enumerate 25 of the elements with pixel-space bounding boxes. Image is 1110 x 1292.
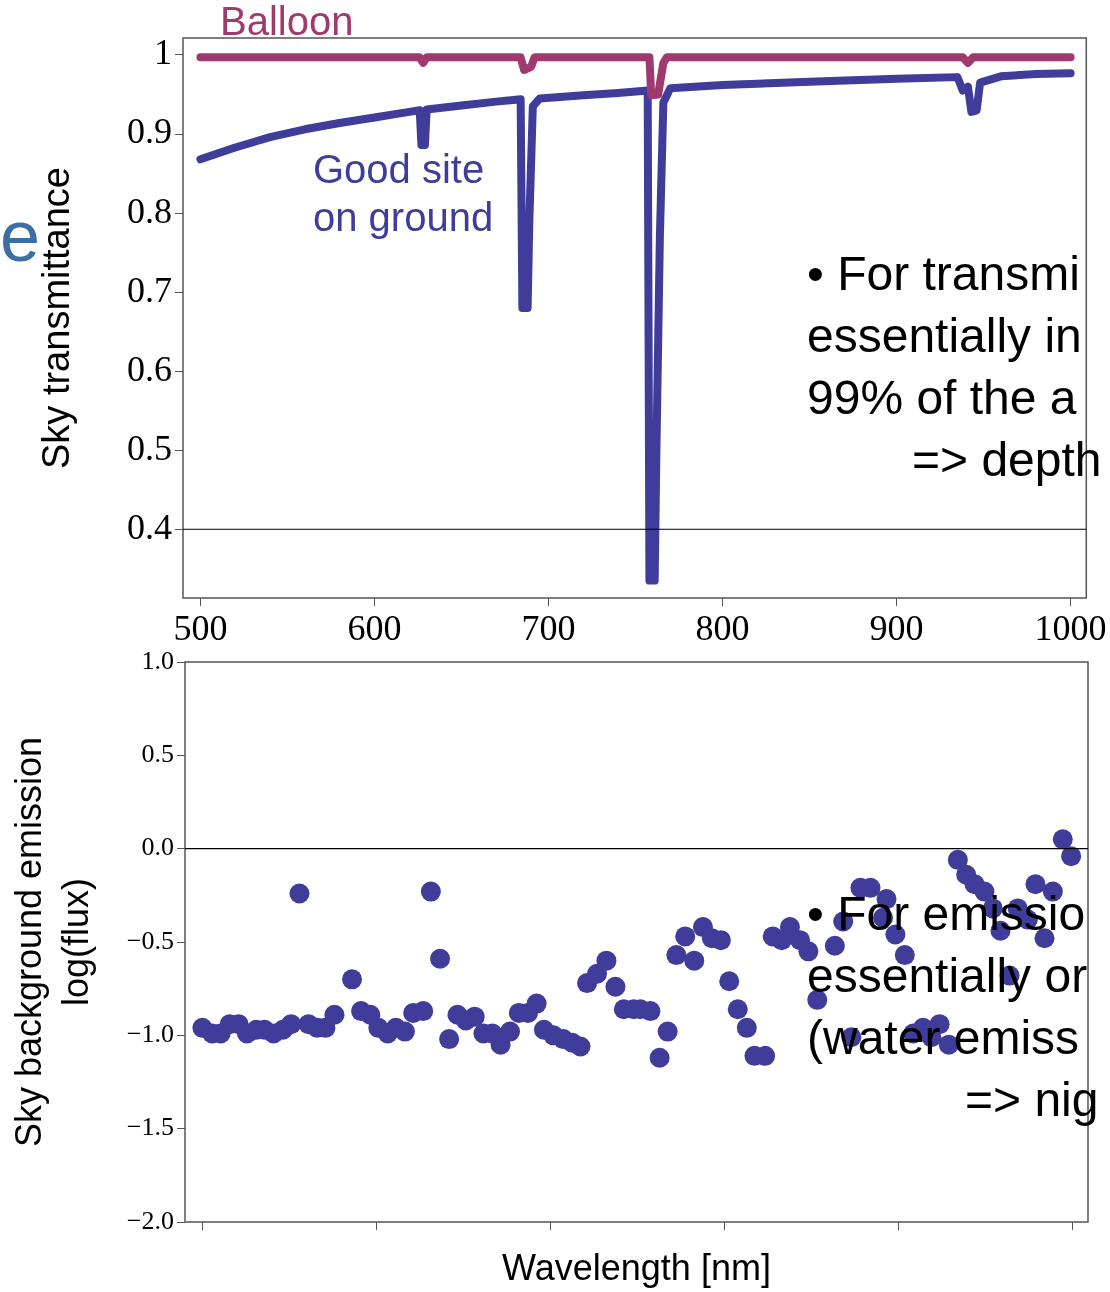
x-tick-label: 500 — [173, 608, 228, 649]
y-tick-label: −0.5 — [126, 925, 174, 955]
y-tick-label: 0.6 — [127, 348, 172, 389]
y-tick-label: 0.5 — [141, 739, 174, 769]
text: e — [0, 196, 41, 276]
y-tick-label: 1.0 — [141, 645, 174, 675]
y-tick-label: 0.5 — [127, 427, 172, 468]
x-tick-label: 700 — [521, 608, 576, 649]
x-axis-title: Wavelength [nm] — [502, 1247, 771, 1289]
x-tick-label: 800 — [695, 608, 750, 649]
x-tick-label: 900 — [869, 608, 924, 649]
y-tick-label: 1 — [154, 32, 172, 73]
y-axis-title: Sky background emission log(flux) — [8, 736, 97, 1148]
y-tick-label: 0.0 — [141, 832, 174, 862]
x-tick-label: 1000 — [1034, 608, 1107, 649]
y-tick-label: 0.9 — [127, 111, 172, 152]
y-tick-label: 0.8 — [127, 190, 172, 231]
y-tick-label: 0.7 — [127, 269, 172, 310]
y-tick-label: −1.5 — [126, 1112, 174, 1142]
y-tick-label: −2.0 — [126, 1205, 174, 1235]
series-label: Balloon — [220, 0, 354, 44]
series-label: Good site on ground — [313, 147, 494, 240]
x-tick-label: 600 — [347, 608, 402, 649]
y-tick-label: 0.4 — [127, 506, 172, 547]
y-tick-label: −1.0 — [126, 1019, 174, 1049]
